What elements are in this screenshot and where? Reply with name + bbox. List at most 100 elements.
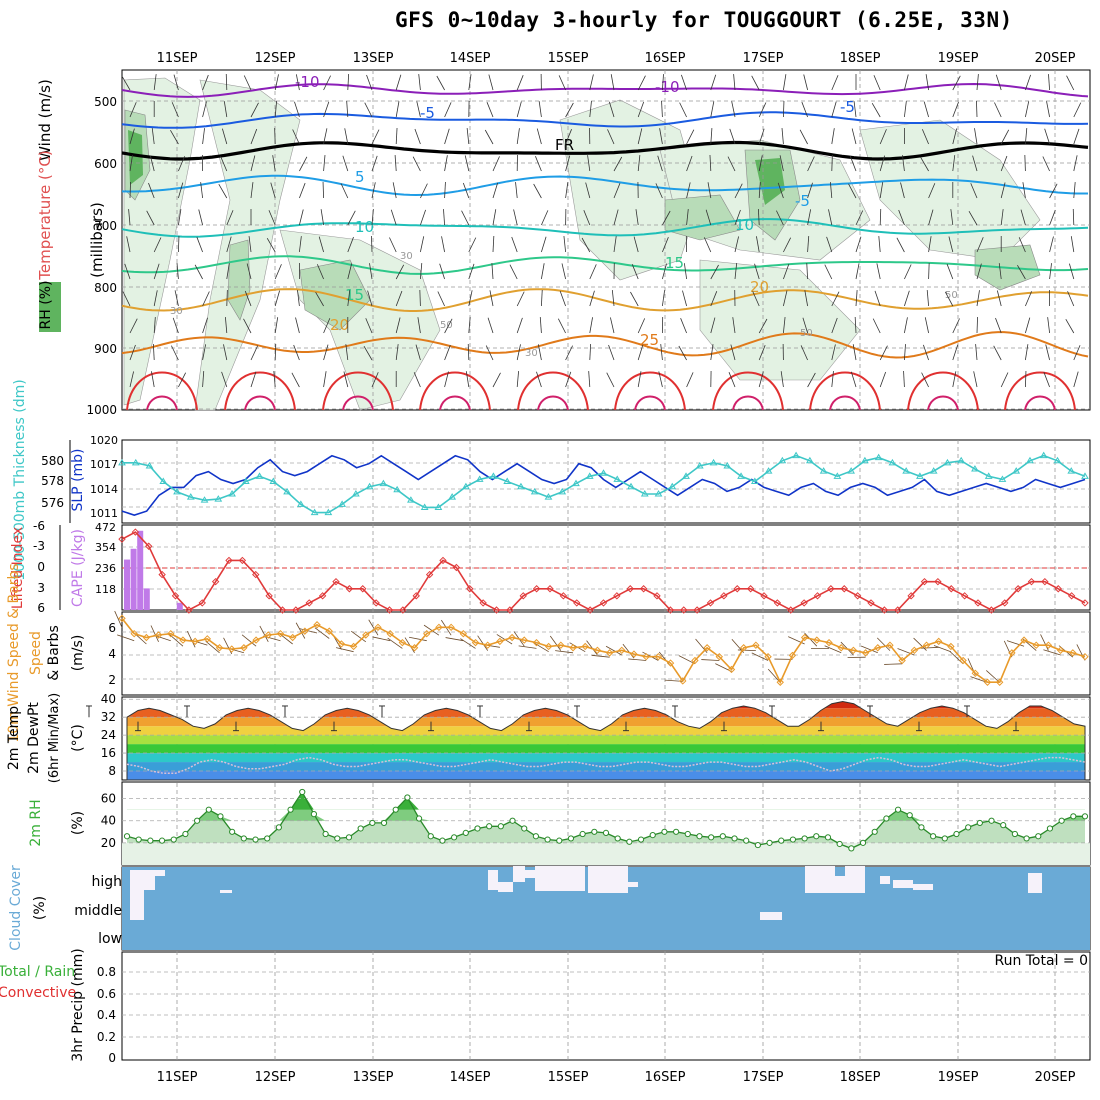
cloud-gap	[525, 870, 535, 878]
upper-wind-barb	[751, 75, 760, 91]
rh-shading-dark	[128, 130, 143, 185]
wind10m-barb	[351, 630, 367, 643]
upper-wind-barb	[122, 291, 131, 307]
rh2m-point	[544, 836, 551, 843]
lifted-index-point	[546, 585, 554, 593]
thickness-line	[122, 454, 1086, 514]
precip-tick-label: 0.4	[97, 1008, 116, 1022]
axis-label-slp: SLP (mb)	[70, 448, 86, 511]
lifted-index-point	[720, 592, 728, 600]
cloud-gap	[155, 870, 165, 876]
lifted-index-point	[1054, 585, 1062, 593]
rh2m-point	[123, 833, 131, 840]
wind-speed-point	[605, 649, 614, 657]
contour-freezing	[121, 140, 1089, 161]
upper-wind-barb	[610, 74, 615, 91]
lifted-index-point	[653, 592, 661, 600]
lifted-index-point	[145, 542, 153, 550]
thickness-point	[943, 458, 952, 466]
wind10m-barb	[767, 668, 781, 683]
upper-wind-barb	[904, 344, 906, 361]
wind10m-barb	[423, 624, 440, 636]
contour-35	[829, 395, 861, 411]
lifted-index-point	[198, 599, 206, 607]
contour-label: 50	[945, 290, 958, 301]
lifted-index-point	[332, 577, 340, 586]
upper-wind-barb	[250, 371, 257, 388]
upper-wind-barb	[371, 235, 373, 253]
upper-wind-barb	[734, 236, 739, 253]
thickness-point	[613, 475, 622, 482]
upper-wind-barb	[390, 209, 397, 226]
upper-wind-barb	[516, 344, 521, 361]
upper-wind-barb	[541, 263, 545, 280]
temp-band	[127, 717, 1085, 727]
rh2m-point	[731, 835, 738, 842]
upper-wind-barb	[274, 101, 277, 118]
rh2m-point	[848, 845, 855, 852]
upper-wind-barb	[420, 263, 423, 280]
lifted-index-point	[733, 585, 741, 593]
rh-shading	[699, 259, 861, 381]
rh2m-point	[719, 833, 726, 840]
upper-wind-barb	[468, 317, 471, 334]
lifted-index-point	[412, 592, 420, 600]
wind-speed-point	[532, 638, 541, 647]
wind-speed-point	[691, 656, 699, 665]
date-label-top: 11SEP	[157, 51, 198, 66]
upper-wind-barb	[731, 101, 736, 118]
wind-speed-point	[496, 637, 504, 646]
rh2m-point	[649, 832, 656, 839]
upper-wind-barb	[295, 74, 300, 91]
rh2m-point	[976, 819, 983, 827]
upper-wind-barb	[487, 317, 494, 334]
upper-wind-barb	[854, 317, 857, 334]
wind10m-barb	[259, 625, 269, 642]
thickness-point	[241, 477, 250, 484]
contour-label: 30	[170, 306, 183, 317]
thickness-point	[792, 451, 800, 459]
wind-speed-point	[569, 644, 577, 652]
upper-wind-barb	[1073, 155, 1078, 172]
panel-frame-slp	[121, 439, 1091, 524]
wind-speed-point	[288, 633, 297, 642]
contour-minus10	[121, 82, 1089, 98]
wind-tick-label: 6	[108, 621, 116, 635]
contour-30	[1004, 371, 1076, 411]
upper-wind-barb	[436, 75, 445, 91]
upper-wind-barb	[658, 371, 663, 388]
upper-wind-barb	[492, 236, 495, 253]
wind10m-barb	[591, 654, 610, 658]
rh2m-point	[918, 824, 925, 831]
upper-wind-barb	[709, 155, 712, 172]
upper-wind-barb	[1000, 155, 1008, 172]
upper-wind-barb	[876, 263, 881, 280]
thickness-point	[296, 500, 305, 507]
upper-wind-barb	[488, 74, 494, 91]
upper-wind-barb	[727, 156, 736, 172]
upper-wind-barb	[730, 344, 736, 361]
upper-wind-barb	[468, 290, 473, 307]
upper-wind-barb	[904, 101, 907, 118]
cape-bar	[124, 559, 130, 610]
upper-wind-barb	[900, 182, 905, 199]
rh2m-point	[275, 824, 282, 831]
upper-wind-barb	[389, 237, 397, 253]
upper-wind-barb	[807, 236, 810, 253]
wind10m-barb	[533, 642, 549, 653]
axis-label-rh-unit: (%)	[70, 811, 86, 835]
upper-wind-barb	[758, 128, 765, 145]
wind10m-barb	[150, 625, 159, 642]
upper-wind-barb	[1042, 156, 1050, 172]
upper-wind-barb	[243, 75, 252, 91]
thickness-point	[558, 487, 567, 495]
upper-wind-barb	[752, 291, 760, 307]
upper-wind-barb	[412, 156, 421, 172]
upper-wind-barb	[466, 128, 470, 145]
temp-tick-label: 8	[108, 764, 116, 778]
rh2m-point	[182, 830, 189, 838]
axis-label-convective: Convective	[0, 985, 76, 1001]
axis-label-2m-dewpt: 2m DewPt	[26, 702, 42, 774]
wind-speed-point	[874, 644, 882, 652]
lifted-index-point	[827, 585, 835, 593]
